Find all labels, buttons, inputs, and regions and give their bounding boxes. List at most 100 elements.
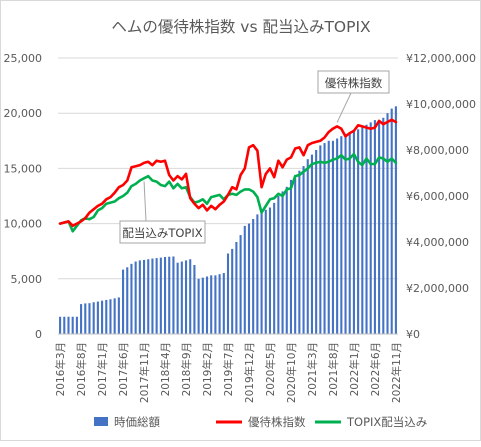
market-cap-bar: [84, 303, 87, 334]
x-tick-label: 2021年8月: [327, 342, 340, 396]
market-cap-bar: [92, 302, 95, 334]
market-cap-bar: [382, 117, 385, 334]
market-cap-bar: [348, 133, 351, 334]
market-cap-bar: [122, 269, 125, 334]
market-cap-bar: [352, 131, 355, 334]
legend-label: 優待株指数: [248, 415, 306, 429]
market-cap-bar: [331, 140, 334, 334]
callout-topix-label: 配当込みTOPIX: [122, 226, 202, 240]
x-tick-label: 2017年11月: [138, 342, 151, 403]
x-tick-label: 2018年9月: [180, 342, 193, 396]
x-tick-label: 2018年4月: [159, 342, 172, 396]
market-cap-bar: [361, 127, 364, 334]
legend-label: 時価総額: [114, 415, 160, 429]
index-lines: [58, 118, 398, 233]
market-cap-bar: [243, 225, 246, 334]
market-cap-bar: [201, 277, 204, 334]
market-cap-bar: [294, 175, 297, 334]
market-cap-bar: [394, 106, 397, 334]
market-cap-bar: [252, 219, 255, 334]
x-tick-label: 2019年7月: [222, 342, 235, 396]
market-cap-bar: [63, 316, 66, 334]
market-cap-bar: [163, 256, 167, 334]
market-cap-bar: [281, 191, 284, 334]
x-tick-label: 2020年10月: [285, 342, 298, 403]
market-cap-bar: [176, 262, 179, 334]
callout-box: [317, 70, 390, 94]
right-tick-label: ¥2,000,000: [406, 282, 469, 295]
market-cap-bar: [138, 260, 141, 334]
left-tick-label: 10,000: [4, 218, 43, 231]
market-cap-bar: [134, 261, 137, 334]
yutai-index-line: [58, 118, 398, 228]
left-tick-label: 15,000: [4, 162, 43, 175]
market-cap-bar: [365, 124, 368, 334]
market-cap-bar: [327, 140, 330, 334]
market-cap-bar: [357, 129, 360, 334]
market-cap-bar: [151, 258, 154, 334]
market-cap-bar: [197, 278, 200, 334]
market-cap-bar: [302, 166, 305, 334]
x-tick-label: 2022年11月: [390, 342, 403, 403]
left-axis: 0 5,000 10,000 15,000 20,000 25,000: [4, 52, 43, 341]
callout-box: [119, 220, 206, 244]
market-cap-bar: [386, 113, 389, 334]
x-tick-label: 2022年6月: [369, 342, 382, 396]
market-cap-bar: [109, 299, 112, 334]
right-tick-label: ¥12,000,000: [406, 52, 476, 65]
market-cap-bar: [113, 298, 116, 334]
market-cap-bar: [80, 304, 83, 334]
market-cap-bar: [264, 209, 267, 334]
market-cap-bar: [180, 261, 183, 334]
left-tick-label: 5,000: [11, 273, 43, 286]
market-cap-bar: [205, 276, 209, 334]
market-cap-bar: [298, 170, 301, 334]
market-cap-bar: [159, 257, 162, 334]
market-cap-bar: [155, 258, 158, 334]
market-cap-bar: [67, 316, 70, 334]
market-cap-bar: [130, 263, 133, 334]
market-cap-bar: [168, 256, 171, 334]
market-cap-bar: [239, 235, 242, 334]
market-cap-bar: [189, 259, 192, 334]
market-cap-bar: [315, 150, 318, 334]
right-tick-label: ¥8,000,000: [406, 144, 469, 157]
market-cap-bar: [75, 316, 78, 334]
right-tick-label: ¥10,000,000: [406, 98, 476, 111]
x-tick-label: 2022年1月: [348, 342, 361, 396]
market-cap-bar: [226, 253, 230, 334]
left-tick-label: 25,000: [4, 52, 43, 65]
right-tick-label: ¥4,000,000: [406, 236, 469, 249]
x-axis: 2016年3月 2016年8月 2017年1月 2017年6月 2017年11月 2018…: [54, 333, 403, 403]
market-cap-bar: [268, 207, 272, 334]
x-tick-label: 2017年6月: [117, 342, 130, 396]
market-cap-bar: [172, 256, 175, 334]
callout-leader: [143, 181, 147, 222]
x-tick-label: 2016年8月: [75, 342, 88, 396]
market-cap-bar: [235, 242, 238, 334]
market-cap-bar: [88, 303, 91, 334]
market-cap-bar: [210, 275, 213, 334]
market-cap-bar: [373, 120, 376, 334]
market-cap-bar: [336, 138, 339, 334]
market-cap-bars: [59, 106, 397, 335]
x-tick-label: 2017年1月: [96, 342, 109, 396]
market-cap-bar: [344, 133, 347, 334]
market-cap-bar: [378, 120, 381, 334]
market-cap-bar: [147, 259, 150, 334]
market-cap-bar: [289, 179, 293, 334]
left-tick-label: 20,000: [4, 107, 43, 120]
x-tick-label: 2016年3月: [54, 342, 67, 396]
market-cap-bar: [59, 316, 62, 334]
market-cap-bar: [184, 260, 188, 334]
market-cap-bar: [273, 202, 276, 334]
market-cap-bar: [222, 273, 225, 334]
market-cap-bar: [214, 275, 217, 334]
market-cap-bar: [256, 214, 259, 334]
market-cap-bar: [340, 136, 343, 334]
market-cap-bar: [105, 299, 108, 334]
x-tick-label: 2020年5月: [264, 342, 277, 396]
